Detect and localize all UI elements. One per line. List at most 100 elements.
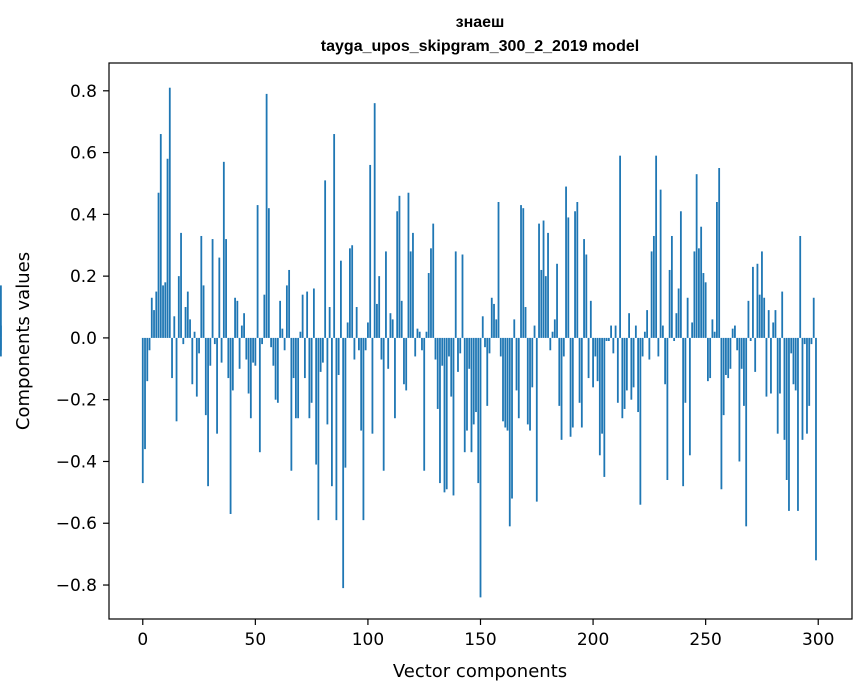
bar — [538, 223, 540, 338]
bar — [193, 331, 196, 338]
bar — [511, 337, 513, 499]
bar — [0, 337, 2, 357]
bar — [439, 337, 441, 484]
bar — [407, 192, 410, 338]
bar — [164, 282, 167, 338]
bar — [648, 337, 651, 360]
chart-subtitle: tayga_upos_skipgram_300_2_2019 model — [321, 38, 639, 55]
bar — [583, 239, 585, 338]
bar — [544, 276, 547, 338]
bar — [457, 337, 459, 372]
y-tick-label: 0.6 — [70, 144, 97, 164]
bar — [535, 337, 538, 502]
bar — [0, 285, 2, 338]
bar — [202, 285, 205, 338]
bar — [576, 202, 579, 338]
bar — [558, 337, 561, 406]
bar — [301, 294, 304, 338]
bar — [353, 337, 356, 360]
bar — [529, 337, 531, 431]
bar — [659, 189, 662, 338]
bar — [524, 307, 527, 338]
bar — [418, 331, 421, 338]
bar — [718, 168, 721, 338]
bar — [601, 337, 603, 434]
bar — [670, 235, 673, 338]
bar — [463, 337, 466, 453]
bar — [515, 337, 518, 391]
bar — [222, 161, 225, 338]
bar — [776, 337, 779, 434]
bar — [540, 269, 543, 338]
bar — [409, 251, 412, 338]
bar — [569, 337, 572, 437]
bar — [184, 307, 187, 338]
y-tick-label: −0.4 — [56, 452, 97, 472]
bar — [414, 337, 417, 357]
bar — [173, 316, 176, 338]
bar — [632, 337, 635, 388]
bar — [794, 337, 797, 391]
bar — [267, 208, 270, 338]
bar — [716, 202, 718, 338]
bar — [412, 232, 414, 338]
bar — [803, 337, 806, 345]
bar — [812, 297, 815, 338]
bar — [785, 337, 788, 480]
bar — [736, 337, 739, 351]
bar — [310, 337, 313, 403]
bar — [423, 337, 426, 471]
bar — [592, 337, 594, 388]
bar — [349, 248, 351, 338]
x-tick-label: 250 — [689, 630, 721, 650]
bar — [657, 337, 660, 357]
y-tick-label: −0.6 — [56, 514, 97, 534]
bar — [508, 337, 511, 527]
bar — [783, 337, 786, 440]
bar — [684, 337, 687, 403]
bar — [770, 337, 772, 394]
bar — [752, 266, 754, 338]
bar — [367, 322, 369, 338]
bar — [616, 337, 619, 403]
bar — [745, 337, 748, 527]
bar — [810, 337, 813, 345]
bar — [317, 337, 320, 521]
bar — [479, 337, 482, 598]
bar — [612, 337, 615, 354]
bar — [675, 313, 678, 338]
bar — [369, 164, 372, 338]
bar — [688, 337, 691, 456]
bar — [211, 239, 214, 338]
bar — [747, 300, 750, 338]
bar — [159, 134, 162, 338]
bar — [466, 337, 468, 431]
bar — [162, 285, 164, 338]
y-tick-label: 0.8 — [70, 82, 97, 102]
bar — [743, 337, 745, 406]
bar — [513, 319, 516, 338]
bar — [443, 337, 446, 493]
bar — [695, 174, 698, 338]
bar — [461, 254, 464, 338]
bar — [432, 223, 435, 338]
bar — [587, 337, 590, 379]
bar — [542, 220, 545, 338]
bar — [641, 337, 644, 357]
bar — [394, 337, 396, 419]
bar — [200, 235, 203, 338]
bar — [553, 319, 556, 338]
bar — [326, 337, 329, 425]
y-tick-label: −0.2 — [56, 391, 97, 411]
bar — [243, 313, 245, 338]
bar — [517, 337, 520, 419]
bar — [497, 202, 500, 338]
bar — [605, 337, 608, 341]
bar — [639, 337, 642, 505]
bar — [331, 337, 333, 487]
bar — [225, 239, 227, 338]
bar — [686, 297, 689, 338]
bar — [454, 251, 457, 338]
bar — [391, 319, 394, 338]
bar — [621, 337, 624, 419]
